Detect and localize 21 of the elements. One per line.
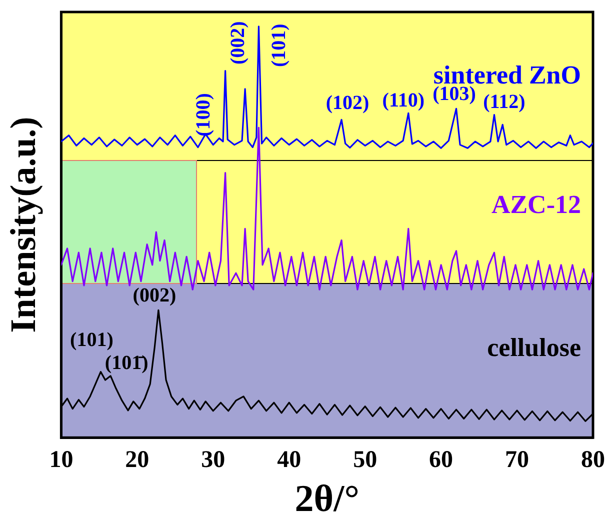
annotation: (110) — [382, 89, 424, 112]
annotation: (102) — [326, 92, 370, 114]
annotation: (002) — [227, 21, 250, 65]
annotation: (101̄) — [104, 352, 148, 374]
x-tick-label: 10 — [49, 447, 74, 474]
x-tick-label: 60 — [429, 447, 454, 474]
x-tick-label: 40 — [277, 447, 302, 474]
series-label: AZC-12 — [491, 190, 581, 220]
y-axis-title: Intensity(a.u.) — [2, 116, 43, 333]
x-tick-label: 80 — [581, 447, 605, 474]
annotation: (100) — [192, 93, 214, 136]
x-axis-title: 2θ/° — [294, 478, 360, 520]
x-tick-label: 50 — [353, 447, 378, 474]
x-tick-label: 30 — [201, 447, 226, 474]
annotation: (112) — [483, 90, 526, 113]
annotation: (002) — [132, 284, 176, 306]
x-tick-label: 70 — [505, 447, 530, 474]
annotation: (101) — [268, 24, 290, 68]
x-tick-label: 20 — [125, 447, 150, 474]
series-label: cellulose — [487, 332, 581, 362]
annotation: (101) — [70, 328, 114, 351]
